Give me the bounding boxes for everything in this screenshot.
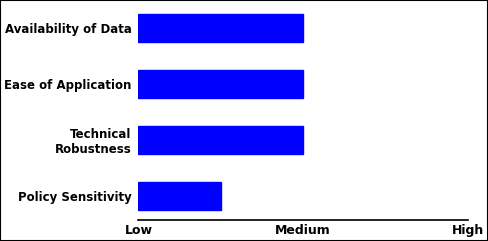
Bar: [139, 14, 303, 42]
Bar: [139, 70, 303, 98]
Bar: [139, 182, 221, 210]
Bar: [139, 126, 303, 154]
